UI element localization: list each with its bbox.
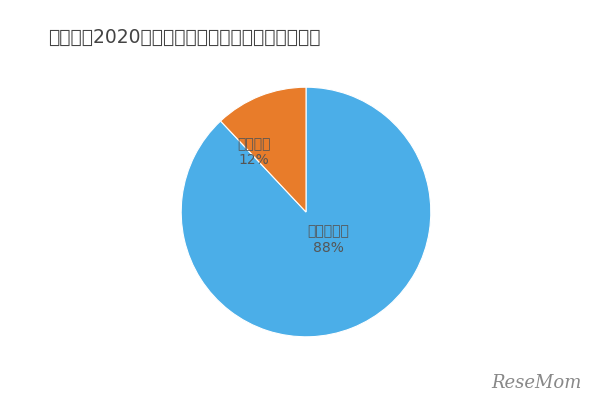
Wedge shape xyxy=(221,87,306,212)
Text: 知っている
88%: 知っている 88% xyxy=(308,224,349,254)
Wedge shape xyxy=(181,87,431,337)
Text: 知らない
12%: 知らない 12% xyxy=(237,137,271,167)
Text: 小学校で2020年よりプログラミング教育が必修化: 小学校で2020年よりプログラミング教育が必修化 xyxy=(48,28,320,47)
Text: ReseMom: ReseMom xyxy=(491,374,582,392)
